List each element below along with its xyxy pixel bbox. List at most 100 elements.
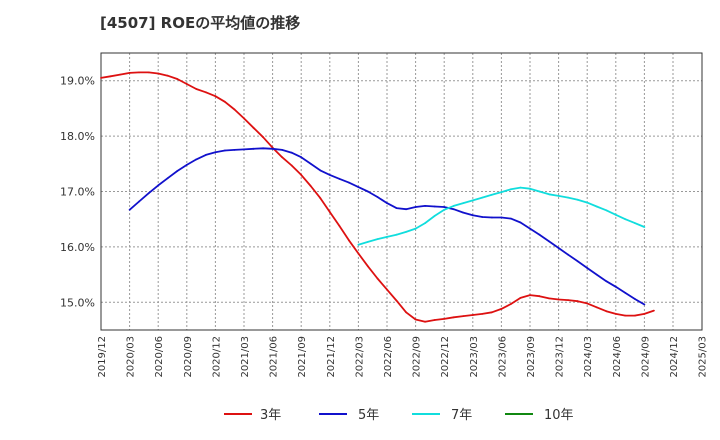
data-point xyxy=(567,196,569,199)
y-tick-label: 17.0% xyxy=(60,186,95,199)
data-point xyxy=(224,149,226,152)
x-tick-label: 2020/03 xyxy=(126,336,137,378)
data-point xyxy=(595,205,598,208)
data-point xyxy=(376,238,379,241)
y-tick-label: 16.0% xyxy=(60,241,95,254)
x-tick-label: 2024/03 xyxy=(583,336,594,378)
data-point xyxy=(586,201,589,204)
data-point xyxy=(538,233,541,236)
data-point xyxy=(386,202,388,205)
data-point xyxy=(624,292,627,294)
data-point xyxy=(433,319,436,321)
data-point xyxy=(309,162,312,165)
data-point xyxy=(653,309,655,312)
data-point xyxy=(357,252,360,255)
grid xyxy=(101,53,702,330)
x-tick-label: 2024/12 xyxy=(669,336,680,378)
data-point xyxy=(452,208,455,211)
data-point xyxy=(452,316,455,319)
data-point xyxy=(348,181,350,184)
data-point xyxy=(519,186,522,189)
data-point xyxy=(510,188,512,191)
data-point xyxy=(462,315,465,317)
data-point xyxy=(481,216,484,218)
x-tick-label: 2025/03 xyxy=(698,336,709,378)
data-point xyxy=(443,206,446,208)
data-point xyxy=(128,72,131,74)
x-tick-label: 2023/09 xyxy=(526,336,537,378)
data-point xyxy=(300,174,303,176)
data-point xyxy=(414,318,417,321)
data-point xyxy=(548,193,550,196)
data-point xyxy=(586,267,589,269)
data-point xyxy=(147,71,150,74)
data-point xyxy=(395,299,398,302)
data-point xyxy=(491,193,493,196)
data-point xyxy=(491,311,493,314)
data-point xyxy=(157,72,160,75)
data-point xyxy=(548,297,550,300)
data-point xyxy=(233,108,236,111)
data-point xyxy=(262,136,264,139)
legend-label: 5年 xyxy=(358,408,379,423)
data-point xyxy=(557,298,560,301)
data-point xyxy=(281,149,283,151)
x-tick-label: 2024/06 xyxy=(612,336,623,378)
data-point xyxy=(462,211,465,214)
data-point xyxy=(548,240,550,243)
x-tick-label: 2021/06 xyxy=(269,336,280,378)
data-point xyxy=(500,191,503,194)
data-point xyxy=(510,217,512,220)
data-point xyxy=(281,156,283,159)
data-point xyxy=(643,226,646,228)
y-tick-label: 18.0% xyxy=(60,130,95,143)
data-point xyxy=(176,170,179,172)
data-point xyxy=(357,243,360,246)
y-tick-label: 19.0% xyxy=(60,75,95,88)
data-point xyxy=(614,213,617,216)
data-point xyxy=(138,71,141,74)
data-point xyxy=(414,227,417,230)
data-point xyxy=(176,78,179,80)
data-point xyxy=(319,169,322,172)
data-point xyxy=(510,303,512,305)
data-point xyxy=(367,265,369,268)
legend-item: 7年 xyxy=(412,408,472,423)
x-tick-label: 2021/09 xyxy=(297,336,308,378)
legend-item: 3年 xyxy=(224,408,281,423)
data-point xyxy=(338,177,341,180)
data-point xyxy=(519,297,522,299)
data-point xyxy=(252,147,255,150)
data-point xyxy=(338,224,341,227)
data-point xyxy=(128,208,131,211)
x-tick-label: 2022/06 xyxy=(383,336,394,378)
data-point xyxy=(624,314,627,317)
data-point xyxy=(109,75,112,78)
data-point xyxy=(424,222,426,225)
data-point xyxy=(309,185,312,187)
data-point xyxy=(185,83,188,85)
data-point xyxy=(328,174,331,176)
data-point xyxy=(643,303,646,306)
data-point xyxy=(224,100,226,103)
data-point xyxy=(367,241,369,243)
x-axis: 2019/12 2020/03 2020/06 2020/09 2020/12 2021/… xyxy=(97,336,709,378)
data-point xyxy=(395,207,398,210)
data-point xyxy=(395,233,398,236)
x-tick-label: 2020/09 xyxy=(183,336,194,378)
data-point xyxy=(567,253,569,256)
data-point xyxy=(386,288,388,291)
data-point xyxy=(576,260,579,263)
data-point xyxy=(205,154,207,156)
data-point xyxy=(424,205,426,207)
data-point xyxy=(290,151,293,154)
data-point xyxy=(262,147,264,150)
plot-frame xyxy=(100,52,703,331)
y-tick-label: 15.0% xyxy=(60,296,95,309)
data-point xyxy=(319,197,322,200)
data-point xyxy=(500,308,503,310)
data-point xyxy=(576,300,579,303)
data-point xyxy=(147,192,150,195)
series-2 xyxy=(128,147,646,306)
